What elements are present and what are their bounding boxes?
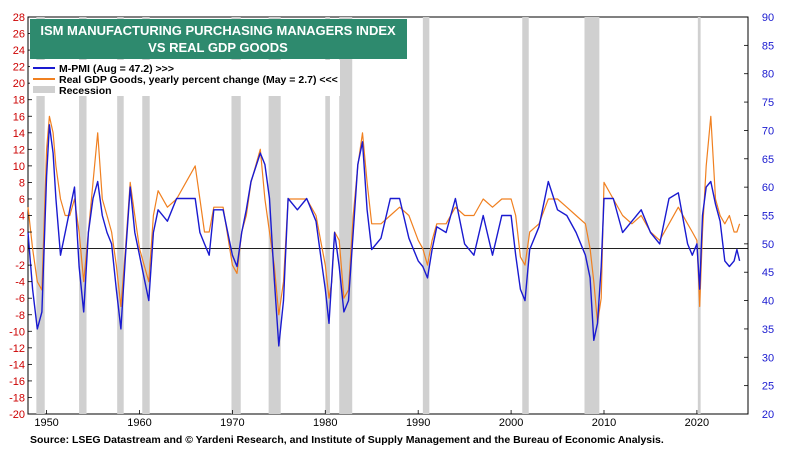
left-tick-label: -18	[9, 392, 25, 404]
left-tick-label: 26	[13, 29, 25, 41]
x-tick-label: 1990	[406, 417, 430, 429]
left-tick-label: 0	[19, 244, 25, 256]
series-line-pmi	[27, 124, 741, 347]
right-tick-label: 70	[762, 125, 774, 137]
right-tick-label: 20	[762, 409, 774, 421]
title-line-2: VS REAL GDP GOODS	[148, 40, 288, 55]
legend-label-recession: Recession	[59, 85, 112, 97]
legend-label-gdp: Real GDP Goods, yearly percent change (M…	[59, 74, 338, 86]
legend-label-pmi: M-PMI (Aug = 47.2) >>>	[59, 63, 174, 75]
series-lines	[27, 115, 741, 347]
right-tick-label: 75	[762, 97, 774, 109]
recession-band-3	[142, 17, 150, 414]
left-tick-label: 16	[13, 111, 25, 123]
right-tick-label: 45	[762, 267, 774, 279]
x-tick-label: 2000	[499, 417, 523, 429]
left-tick-label: -2	[15, 260, 25, 272]
left-tick-label: 20	[13, 78, 25, 90]
right-tick-label: 90	[762, 12, 774, 24]
left-tick-label: -6	[15, 293, 25, 305]
recession-band-0	[36, 17, 45, 414]
left-tick-label: 2	[19, 227, 25, 239]
left-tick-label: 6	[19, 194, 25, 206]
right-tick-label: 25	[762, 381, 774, 393]
right-tick-label: 30	[762, 352, 774, 364]
recession-band-5	[268, 17, 281, 414]
left-axis-ticks: 2826242220181614121086420-2-4-6-8-10-12-…	[9, 12, 32, 421]
left-tick-label: -20	[9, 409, 25, 421]
left-tick-label: 10	[13, 161, 25, 173]
right-tick-label: 50	[762, 239, 774, 251]
x-tick-label: 1980	[313, 417, 337, 429]
left-tick-label: 24	[13, 45, 25, 57]
left-tick-label: 18	[13, 95, 25, 107]
x-tick-label: 1960	[127, 417, 151, 429]
left-tick-label: -14	[9, 359, 25, 371]
recession-band-9	[522, 17, 529, 414]
right-axis-ticks: 90 85 80 75 70 65 60 55 50 45 40 35 30 25 20	[744, 12, 774, 421]
title-box: ISM MANUFACTURING PURCHASING MANAGERS IN…	[30, 19, 407, 59]
left-tick-label: 8	[19, 177, 25, 189]
series-line-gdp	[27, 115, 741, 324]
recession-band-6	[325, 17, 330, 414]
left-tick-label: 28	[13, 12, 25, 24]
right-tick-label: 85	[762, 40, 774, 52]
legend-swatch-recession	[33, 86, 55, 93]
x-tick-label: 2010	[592, 417, 616, 429]
title-line-1: ISM MANUFACTURING PURCHASING MANAGERS IN…	[40, 23, 396, 38]
recession-band-8	[422, 17, 430, 414]
left-tick-label: -4	[15, 277, 25, 289]
left-tick-label: -10	[9, 326, 25, 338]
left-tick-label: 4	[19, 211, 25, 223]
recession-band-10	[584, 17, 600, 414]
right-tick-label: 60	[762, 182, 774, 194]
right-tick-label: 40	[762, 296, 774, 308]
left-tick-label: -12	[9, 343, 25, 355]
left-tick-label: -16	[9, 376, 25, 388]
recession-band-2	[117, 17, 124, 414]
left-tick-label: 22	[13, 62, 25, 74]
recession-band-1	[79, 17, 87, 414]
x-tick-label: 2020	[685, 417, 709, 429]
right-tick-label: 55	[762, 211, 774, 223]
recession-band-11	[697, 17, 701, 414]
x-tick-label: 1970	[220, 417, 244, 429]
recession-bands	[36, 17, 701, 414]
source-note: Source: LSEG Datastream and © Yardeni Re…	[30, 434, 664, 446]
right-tick-label: 35	[762, 324, 774, 336]
right-tick-label: 65	[762, 154, 774, 166]
left-tick-label: -8	[15, 310, 25, 322]
left-tick-label: 12	[13, 144, 25, 156]
left-tick-label: 14	[13, 128, 25, 140]
x-tick-label: 1950	[34, 417, 58, 429]
x-axis-ticks: 1950 1960 1970 1980 1990 2000 2010 2020	[34, 410, 709, 429]
recession-band-4	[231, 17, 241, 414]
right-tick-label: 80	[762, 69, 774, 81]
legend: M-PMI (Aug = 47.2) >>> Real GDP Goods, y…	[30, 60, 340, 97]
recession-band-7	[339, 17, 353, 414]
